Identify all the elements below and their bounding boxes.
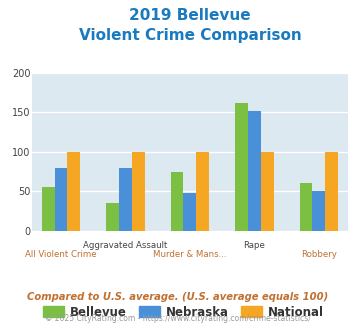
Text: All Violent Crime: All Violent Crime — [25, 250, 97, 259]
Bar — [171, 172, 184, 231]
Bar — [55, 168, 67, 231]
Text: Murder & Mans...: Murder & Mans... — [153, 250, 227, 259]
Text: Robbery: Robbery — [301, 250, 337, 259]
Bar — [261, 152, 274, 231]
Bar — [184, 193, 196, 231]
Text: 2019 Bellevue: 2019 Bellevue — [129, 8, 251, 23]
Text: Compared to U.S. average. (U.S. average equals 100): Compared to U.S. average. (U.S. average … — [27, 292, 328, 302]
Bar — [235, 103, 248, 231]
Bar — [300, 183, 312, 231]
Text: Aggravated Assault: Aggravated Assault — [83, 241, 168, 250]
Text: Rape: Rape — [244, 241, 265, 250]
Bar — [42, 187, 55, 231]
Bar — [119, 168, 132, 231]
Bar — [196, 152, 209, 231]
Text: Violent Crime Comparison: Violent Crime Comparison — [78, 28, 301, 43]
Bar — [67, 152, 80, 231]
Text: © 2025 CityRating.com - https://www.cityrating.com/crime-statistics/: © 2025 CityRating.com - https://www.city… — [45, 314, 310, 323]
Bar — [312, 191, 325, 231]
Bar — [106, 203, 119, 231]
Bar — [248, 111, 261, 231]
Legend: Bellevue, Nebraska, National: Bellevue, Nebraska, National — [38, 301, 329, 323]
Bar — [132, 152, 145, 231]
Bar — [325, 152, 338, 231]
